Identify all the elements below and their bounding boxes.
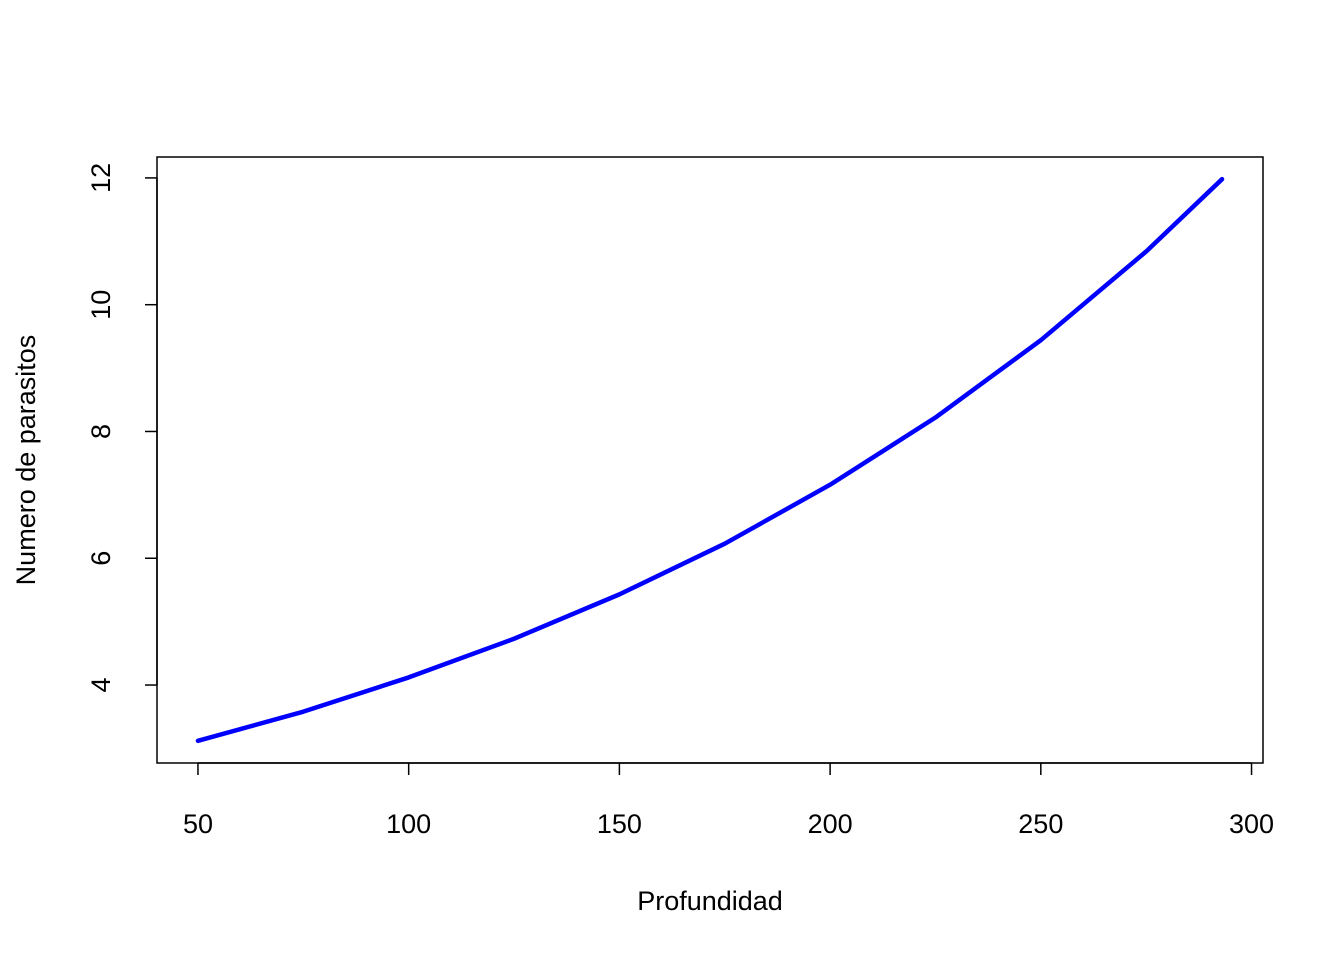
x-tick-label: 100 [386,809,431,839]
data-line [195,176,1225,744]
x-tick-label: 250 [1018,809,1063,839]
y-tick-label: 6 [86,551,116,566]
x-tick-label: 300 [1229,809,1274,839]
x-tick-label: 150 [597,809,642,839]
y-tick-label: 12 [86,163,116,193]
y-tick-label: 8 [86,424,116,439]
y-tick-label: 4 [86,678,116,693]
x-axis-label: Profundidad [637,886,783,916]
plot-box [156,156,1264,764]
x-tick-label: 200 [808,809,853,839]
x-tick-label: 50 [183,809,213,839]
y-tick-label: 10 [86,290,116,320]
y-axis-label: Numero de parasitos [11,335,41,586]
